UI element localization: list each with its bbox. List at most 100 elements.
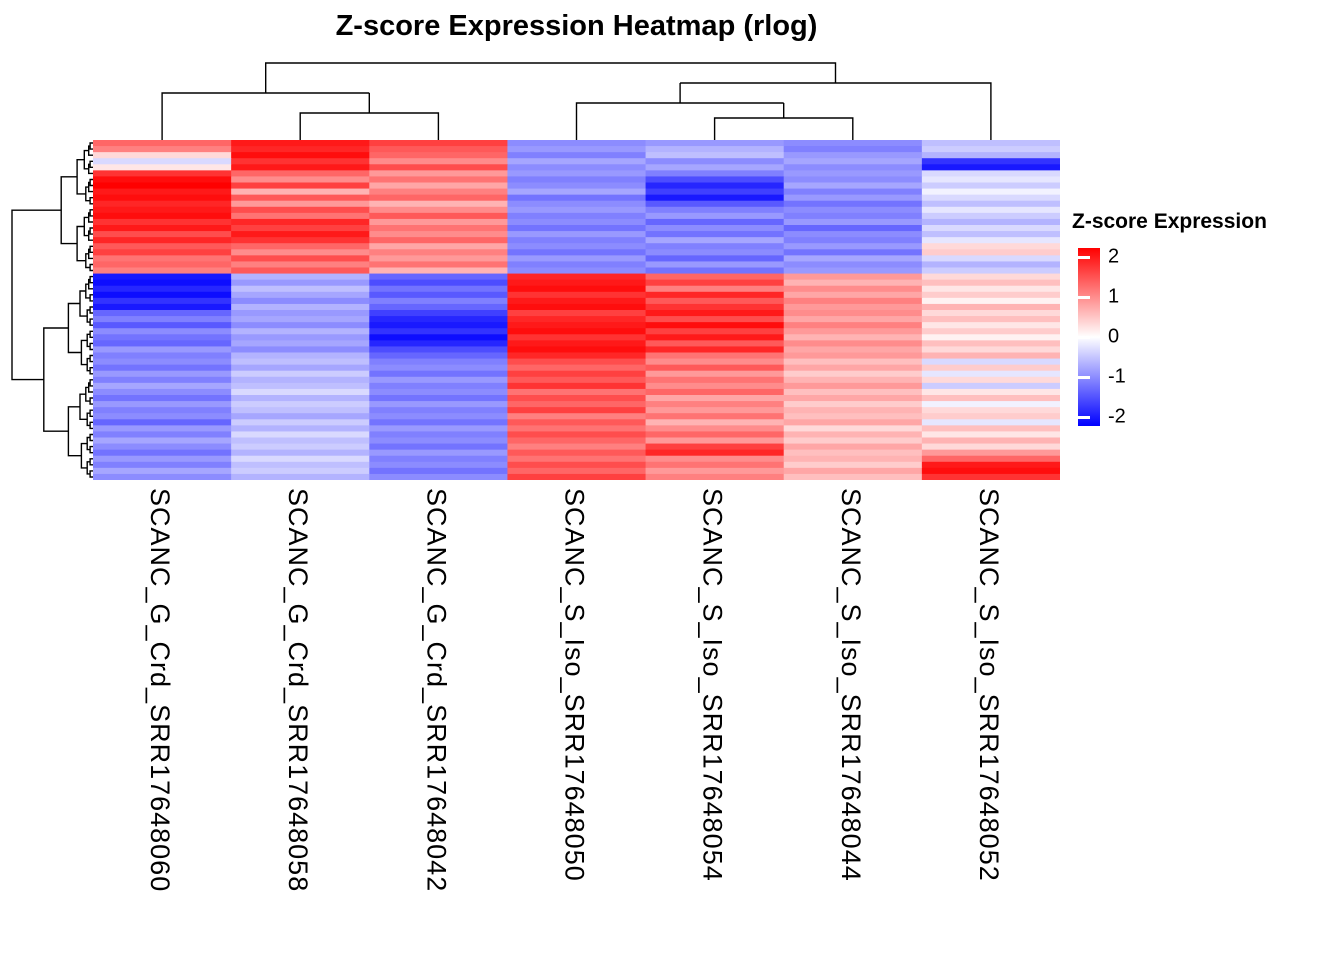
heatmap-cell [93, 273, 232, 281]
heatmap-cell [231, 231, 370, 238]
heatmap-cell [93, 407, 232, 414]
heatmap-cell [231, 273, 370, 281]
heatmap-cell [93, 443, 232, 451]
heatmap-cell [783, 297, 923, 305]
heatmap-cell [645, 279, 785, 287]
heatmap-cell [507, 382, 647, 390]
heatmap-cell [921, 310, 1060, 317]
heatmap-cell [645, 303, 785, 311]
heatmap-cell [921, 455, 1060, 463]
heatmap-cell [507, 267, 647, 275]
heatmap-cell [645, 231, 785, 238]
heatmap-cell [783, 170, 923, 178]
heatmap-cell [783, 206, 923, 214]
heatmap-cell [369, 176, 509, 184]
heatmap-cell [369, 279, 509, 287]
heatmap-cell [645, 146, 785, 153]
heatmap-cell [93, 310, 232, 317]
heatmap-cell [645, 425, 785, 433]
heatmap-cell [921, 231, 1060, 238]
heatmap-cell [507, 225, 647, 232]
heatmap-cell [369, 261, 509, 269]
heatmap-cell [369, 352, 509, 360]
dendrogram-branch [680, 82, 992, 140]
heatmap-cell [231, 237, 370, 244]
heatmap-cell [507, 419, 647, 426]
heatmap-cell [93, 261, 232, 269]
heatmap-cell [645, 285, 785, 293]
heatmap-cell [783, 340, 923, 348]
heatmap-cell [231, 146, 370, 153]
legend-colorbar-wrap: 2 1 0 -1 -2 [1078, 246, 1318, 428]
heatmap-cell [369, 473, 509, 480]
heatmap-cell [231, 413, 370, 420]
heatmap-cell [369, 322, 509, 329]
heatmap-cell [783, 346, 923, 354]
heatmap-cell [369, 291, 509, 299]
heatmap-cell [921, 437, 1060, 445]
heatmap-cell [231, 200, 370, 208]
heatmap-cell [93, 376, 232, 384]
heatmap-cell [645, 267, 785, 275]
heatmap-cell [93, 413, 232, 420]
heatmap-cell [93, 176, 232, 184]
heatmap-cell [93, 297, 232, 305]
heatmap-cell [783, 267, 923, 275]
dendrogram-branch [80, 442, 88, 469]
heatmap-cell [369, 358, 509, 366]
heatmap-cell [645, 170, 785, 178]
heatmap-cell [645, 225, 785, 232]
heatmap-cell [231, 346, 370, 354]
heatmap-cell [93, 370, 232, 378]
heatmap-cell [369, 443, 509, 451]
heatmap-cell [369, 364, 509, 372]
heatmap-cell [921, 152, 1060, 159]
heatmap-cell [93, 164, 232, 171]
heatmap-cell [921, 249, 1060, 256]
heatmap-cell [93, 334, 232, 341]
heatmap-cell [645, 261, 785, 269]
heatmap-cell [93, 388, 232, 396]
heatmap-cell [93, 322, 232, 329]
heatmap-cell [783, 285, 923, 293]
heatmap-cell [369, 419, 509, 426]
heatmap-cell [369, 401, 509, 408]
heatmap-cell [93, 170, 232, 178]
heatmap-cell [645, 273, 785, 281]
heatmap-cell [645, 346, 785, 354]
heatmap-cell [783, 218, 923, 226]
heatmap-cell [645, 382, 785, 390]
heatmap-cell [231, 322, 370, 329]
heatmap-cell [921, 419, 1060, 426]
heatmap-cell [369, 340, 509, 348]
heatmap-cell [921, 170, 1060, 178]
heatmap-cell [921, 200, 1060, 208]
heatmap-cell [921, 443, 1060, 451]
heatmap-cell [783, 176, 923, 184]
heatmap-cell [921, 212, 1060, 220]
heatmap-cell [507, 170, 647, 178]
heatmap-cell [369, 310, 509, 317]
heatmap-cell [507, 358, 647, 366]
heatmap-cell [507, 206, 647, 214]
heatmap-cell [645, 358, 785, 366]
heatmap-cell [783, 237, 923, 244]
heatmap-cell [507, 413, 647, 420]
heatmap-cell [921, 218, 1060, 226]
heatmap-cell [507, 303, 647, 311]
heatmap-cell [93, 206, 232, 214]
heatmap-cell [507, 455, 647, 463]
heatmap-cell [93, 467, 232, 475]
heatmap-cell [231, 370, 370, 378]
heatmap-cell [231, 376, 370, 384]
heatmap-cell [645, 176, 785, 184]
heatmap-cell [783, 352, 923, 360]
heatmap-cell [921, 243, 1060, 250]
heatmap-cell [783, 249, 923, 256]
heatmap-cell [93, 140, 232, 147]
heatmap-cell [645, 376, 785, 384]
heatmap-cell [93, 303, 232, 311]
legend-tick-mark [1078, 335, 1090, 339]
heatmap-cell [507, 310, 647, 317]
